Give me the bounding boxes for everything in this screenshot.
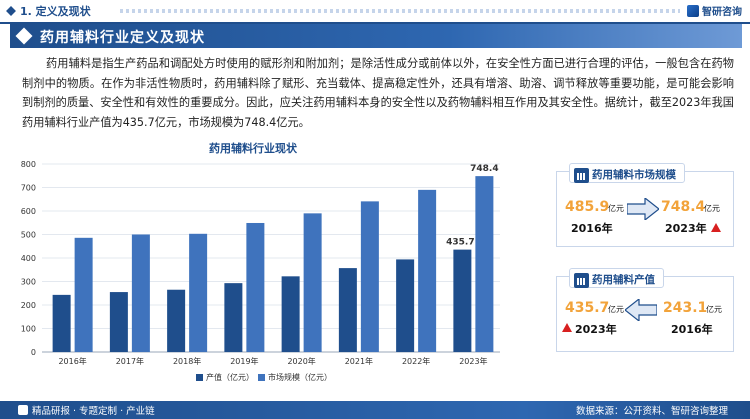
logo-text: 智研咨询 <box>702 7 742 18</box>
increase-arrow-icon <box>711 223 721 232</box>
bar-chart-icon <box>574 272 589 288</box>
bar-market-size <box>303 213 322 352</box>
bar-market-size <box>360 201 379 352</box>
output-2016-year: 2016年 <box>671 323 713 336</box>
bar-output <box>453 249 472 352</box>
section-title: 1. 定义及现状 <box>6 3 91 19</box>
data-label-output: 435.7 <box>446 238 474 248</box>
bar-output <box>109 292 128 352</box>
bar-output <box>167 289 186 352</box>
chart-legend: 产值（亿元） 市场规模（亿元） <box>196 372 332 382</box>
bar-output <box>52 294 71 352</box>
market-size-card: 药用辅料市场规模 485.9 亿元 2016年 748.4 亿元 2023年 <box>556 163 734 247</box>
legend-swatch <box>258 374 265 381</box>
bar-market-size <box>246 222 265 352</box>
output-2023-unit: 亿元 <box>608 305 624 314</box>
output-2016-value: 243.1 <box>663 300 708 316</box>
footer-bar: 精品研报 · 专题定制 · 产业链 数据来源：公开资料、智研咨询整理 <box>0 401 750 419</box>
market-2023-value: 748.4 <box>661 199 706 215</box>
top-header: 1. 定义及现状 智研咨询 <box>0 0 750 22</box>
bar-output <box>396 259 415 352</box>
legend-swatch <box>196 374 203 381</box>
section-title-text: 1. 定义及现状 <box>20 5 91 18</box>
title-banner: 药用辅料行业定义及现状 <box>10 24 742 48</box>
chart-bars <box>52 176 494 352</box>
header-rule <box>0 22 750 24</box>
page-title: 药用辅料行业定义及现状 <box>40 30 205 46</box>
x-tick-label: 2019年 <box>230 356 258 366</box>
bar-market-size <box>475 176 494 352</box>
market-2016-value: 485.9 <box>565 199 610 215</box>
report-icon <box>18 405 28 415</box>
output-2023-value: 435.7 <box>565 300 610 316</box>
legend-label: 产值（亿元） <box>206 372 254 382</box>
y-tick-label: 700 <box>21 184 36 193</box>
y-tick-label: 400 <box>21 254 36 263</box>
footer-source: 数据来源：公开资料、智研咨询整理 <box>575 406 728 417</box>
bar-output <box>224 283 243 352</box>
bar-output <box>338 268 357 352</box>
x-axis-labels: 2016年 2017年 2018年 2019年 2020年 2021年 2022年 2023年 <box>58 356 487 366</box>
x-tick-label: 2021年 <box>345 356 373 366</box>
x-tick-label: 2017年 <box>116 356 144 366</box>
output-2016-unit: 亿元 <box>706 305 722 314</box>
dotted-divider <box>120 9 680 13</box>
card-title: 药用辅料市场规模 <box>592 169 676 181</box>
output-value-card: 药用辅料产值 435.7 亿元 2023年 243.1 亿元 2016年 <box>556 268 734 352</box>
arrow-right-icon <box>627 198 659 220</box>
logo-icon <box>687 5 699 17</box>
footer-left: 精品研报 · 专题定制 · 产业链 <box>18 403 155 417</box>
bar-chart: 0 100 200 300 400 500 600 700 800 2016年 2017年 2018… <box>21 160 500 382</box>
bar-market-size <box>131 234 150 352</box>
bar-market-size <box>74 237 93 352</box>
bar-chart-icon <box>574 167 589 183</box>
data-label-market-size: 748.4 <box>470 164 498 174</box>
increase-arrow-icon <box>562 323 572 332</box>
intro-paragraph: 药用辅料是指生产药品和调配处方时使用的赋形剂和附加剂；是除活性成分或前体以外，在… <box>22 57 734 129</box>
bar-output <box>281 276 300 352</box>
y-tick-label: 300 <box>21 278 36 287</box>
arrow-left-icon <box>625 299 657 321</box>
y-tick-label: 500 <box>21 231 36 240</box>
bar-market-size <box>189 233 208 352</box>
y-tick-label: 100 <box>21 325 36 334</box>
y-tick-label: 600 <box>21 207 36 216</box>
x-tick-label: 2018年 <box>173 356 201 366</box>
card-header: 药用辅料市场规模 <box>569 163 685 183</box>
diamond-icon <box>15 27 33 45</box>
market-2016-unit: 亿元 <box>608 204 624 213</box>
market-2023-year: 2023年 <box>665 222 707 235</box>
footer-left-text: 精品研报 · 专题定制 · 产业链 <box>32 406 155 417</box>
card-header: 药用辅料产值 <box>569 268 664 288</box>
x-tick-label: 2022年 <box>402 356 430 366</box>
diamond-icon <box>6 6 16 16</box>
market-2023-unit: 亿元 <box>704 204 720 213</box>
brand-logo: 智研咨询 <box>687 3 742 18</box>
x-tick-label: 2016年 <box>58 356 86 366</box>
legend-label: 市场规模（亿元） <box>268 372 332 382</box>
data-labels: 435.7 748.4 <box>446 164 498 247</box>
y-axis-labels: 0 100 200 300 400 500 600 700 800 <box>21 160 36 357</box>
x-tick-label: 2023年 <box>459 356 487 366</box>
market-2016-year: 2016年 <box>571 222 613 235</box>
x-tick-label: 2020年 <box>287 356 315 366</box>
bar-market-size <box>418 189 437 352</box>
card-title: 药用辅料产值 <box>592 274 655 286</box>
chart-title: 药用辅料行业现状 <box>209 142 297 155</box>
y-tick-label: 200 <box>21 301 36 310</box>
y-tick-label: 0 <box>31 348 36 357</box>
y-tick-label: 800 <box>21 160 36 169</box>
output-2023-year: 2023年 <box>575 323 617 336</box>
